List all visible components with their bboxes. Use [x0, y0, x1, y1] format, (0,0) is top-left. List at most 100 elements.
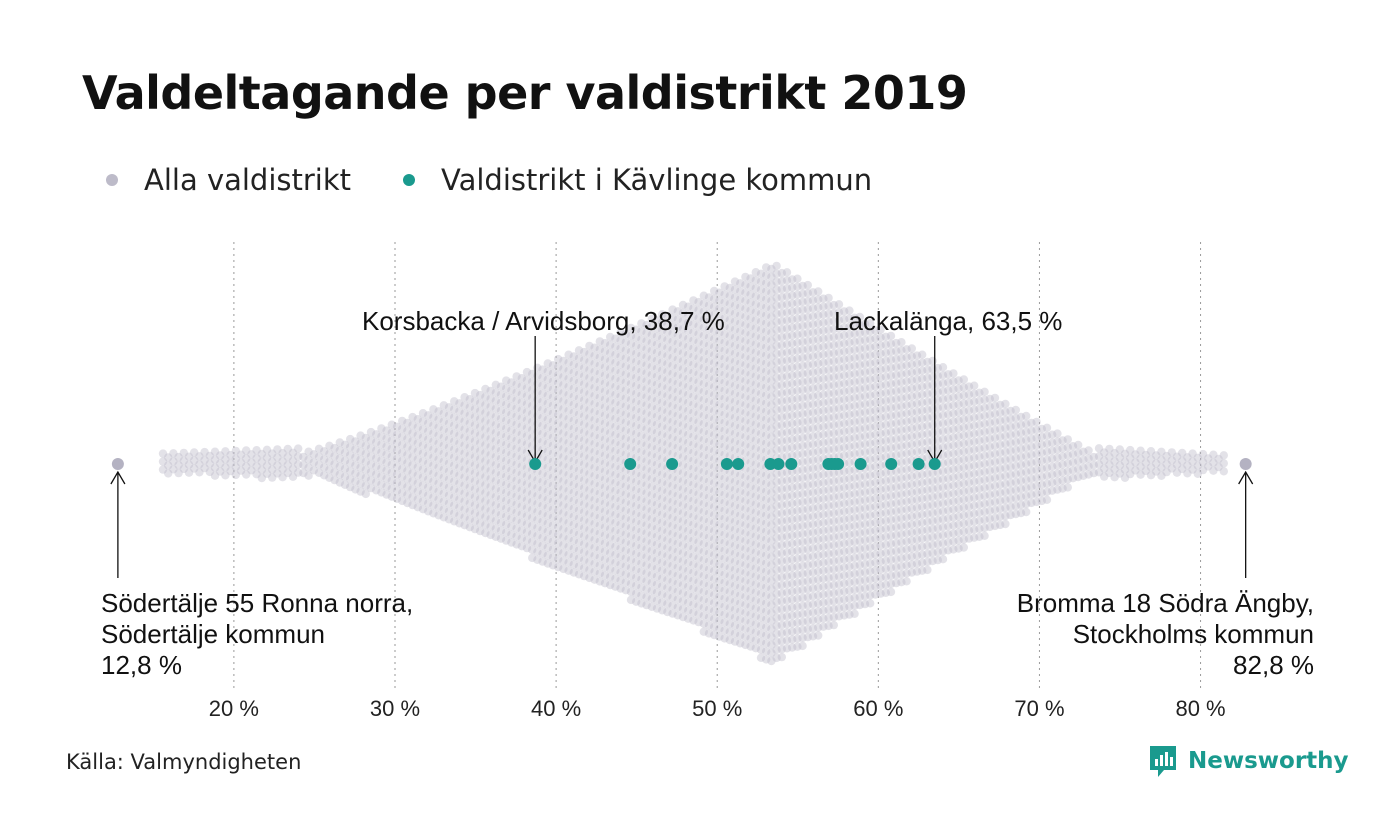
- district-point: [1126, 461, 1135, 471]
- district-point: [902, 457, 911, 466]
- district-point: [1120, 457, 1130, 466]
- district-point: [455, 423, 464, 432]
- district-point: [980, 427, 989, 436]
- district-point: [476, 486, 485, 496]
- district-point: [751, 300, 760, 309]
- district-point: [543, 463, 552, 472]
- district-point: [710, 526, 719, 536]
- district-point: [845, 530, 854, 539]
- district-point: [460, 513, 469, 522]
- district-point: [720, 442, 729, 451]
- district-point: [762, 471, 771, 480]
- district-point: [725, 571, 734, 581]
- district-point: [366, 443, 376, 453]
- district-point: [502, 448, 511, 457]
- district-point: [840, 419, 849, 428]
- district-point: [522, 503, 532, 513]
- district-point: [704, 573, 714, 582]
- district-point: [460, 409, 469, 418]
- district-point: [1027, 458, 1036, 468]
- district-point: [684, 614, 693, 623]
- district-point: [845, 434, 854, 443]
- district-point: [949, 529, 958, 538]
- district-point: [777, 300, 786, 310]
- district-point: [736, 375, 745, 384]
- district-point: [777, 596, 786, 606]
- district-point: [678, 316, 688, 326]
- district-point: [663, 575, 672, 585]
- district-point: [1016, 492, 1026, 502]
- district-point: [673, 491, 682, 500]
- district-point: [704, 365, 714, 374]
- district-point: [408, 420, 417, 430]
- district-point: [684, 542, 693, 551]
- district-point: [772, 429, 781, 439]
- district-point: [538, 413, 547, 422]
- district-point: [704, 429, 714, 438]
- district-point: [782, 268, 792, 277]
- district-point: [782, 548, 792, 557]
- district-point: [710, 502, 719, 512]
- district-point: [840, 515, 849, 524]
- district-point: [720, 410, 729, 419]
- district-point: [834, 388, 844, 397]
- district-point: [860, 559, 870, 569]
- district-point: [710, 534, 719, 544]
- district-point: [517, 374, 526, 383]
- district-point: [980, 435, 989, 444]
- district-point: [424, 451, 433, 460]
- district-point: [980, 491, 989, 500]
- district-point: [699, 315, 708, 324]
- district-point: [959, 527, 968, 536]
- district-point: [486, 394, 495, 404]
- district-point: [730, 525, 740, 534]
- district-point: [959, 487, 968, 496]
- district-point: [845, 562, 854, 571]
- district-point: [1074, 464, 1083, 474]
- district-point: [907, 416, 916, 425]
- district-point: [746, 290, 755, 299]
- district-point: [944, 410, 953, 419]
- district-point: [767, 528, 776, 538]
- district-point: [658, 398, 667, 407]
- district-point: [590, 463, 599, 472]
- district-point: [803, 560, 812, 570]
- district-point: [673, 579, 682, 588]
- district-point: [481, 424, 490, 434]
- district-point: [970, 421, 979, 430]
- district-point: [465, 419, 474, 428]
- district-point: [621, 402, 630, 411]
- district-point: [730, 501, 740, 510]
- district-point: [767, 536, 776, 546]
- district-point: [694, 457, 703, 467]
- district-point: [325, 449, 334, 458]
- district-point: [580, 395, 589, 405]
- district-point: [543, 359, 552, 368]
- district-point: [564, 526, 573, 535]
- district-point: [840, 579, 849, 588]
- district-point: [543, 487, 552, 496]
- district-point: [788, 283, 797, 292]
- district-point: [923, 421, 932, 431]
- district-point: [595, 545, 604, 554]
- district-point: [897, 490, 906, 499]
- district-point: [450, 397, 459, 406]
- district-point: [746, 618, 755, 627]
- district-point: [985, 506, 994, 516]
- district-point: [996, 448, 1005, 458]
- district-point: [626, 555, 636, 565]
- district-point: [788, 475, 797, 484]
- district-point: [834, 556, 844, 565]
- district-point: [294, 444, 303, 453]
- district-point: [361, 489, 370, 499]
- district-point: [585, 541, 594, 551]
- district-point: [1209, 458, 1218, 467]
- district-point: [595, 481, 604, 490]
- district-point: [782, 292, 792, 301]
- district-point: [642, 496, 651, 506]
- district-point: [434, 423, 443, 432]
- district-point: [278, 457, 287, 466]
- district-point: [918, 558, 927, 567]
- district-point: [512, 444, 521, 453]
- district-point: [751, 340, 760, 349]
